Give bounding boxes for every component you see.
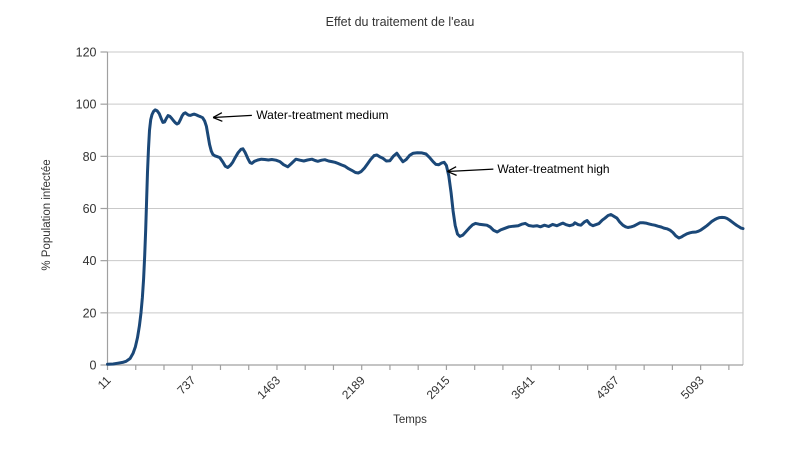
annotation-arrow [447,168,494,173]
y-tick-label: 20 [83,306,97,320]
x-tick-label: 1463 [254,373,283,402]
y-tick-label: 60 [83,202,97,216]
x-tick-label: 5093 [678,373,707,402]
chart-title: Effet du traitement de l'eau [326,15,475,29]
annotation-arrowhead [447,170,457,176]
annotation-arrowhead [447,166,457,173]
y-tick-label: 120 [76,46,97,60]
annotation-arrowhead [212,112,223,119]
tick-labels-group: 0 20 40 60 80 100 120 11 737 1463 2189 2915 3641 4367… [76,46,707,403]
x-tick-label: 2189 [339,373,368,402]
y-tick-label: 80 [83,150,97,164]
annotation-arrowhead [212,116,223,122]
y-tick-label: 0 [90,359,97,373]
gridlines-group [107,51,744,365]
x-tick-label: 4367 [593,373,622,402]
x-tick-label: 737 [174,373,198,397]
annotation-label: Water-treatment high [497,162,609,176]
x-tick-label: 11 [95,373,114,392]
series-line [106,108,745,366]
y-tick-label: 40 [83,254,97,268]
x-tick-label: 2915 [424,373,453,402]
y-tick-label: 100 [76,98,97,112]
x-tick-label: 3641 [509,373,538,402]
annotations-group: Water-treatment medium Water-treatment hi… [212,108,610,176]
series-group [106,108,745,366]
y-axis-title: % Population infectée [41,159,53,270]
annotation-label: Water-treatment medium [256,108,388,122]
x-axis-title: Temps [393,414,427,426]
ticks-group [100,51,730,370]
annotation-arrow [213,114,252,119]
